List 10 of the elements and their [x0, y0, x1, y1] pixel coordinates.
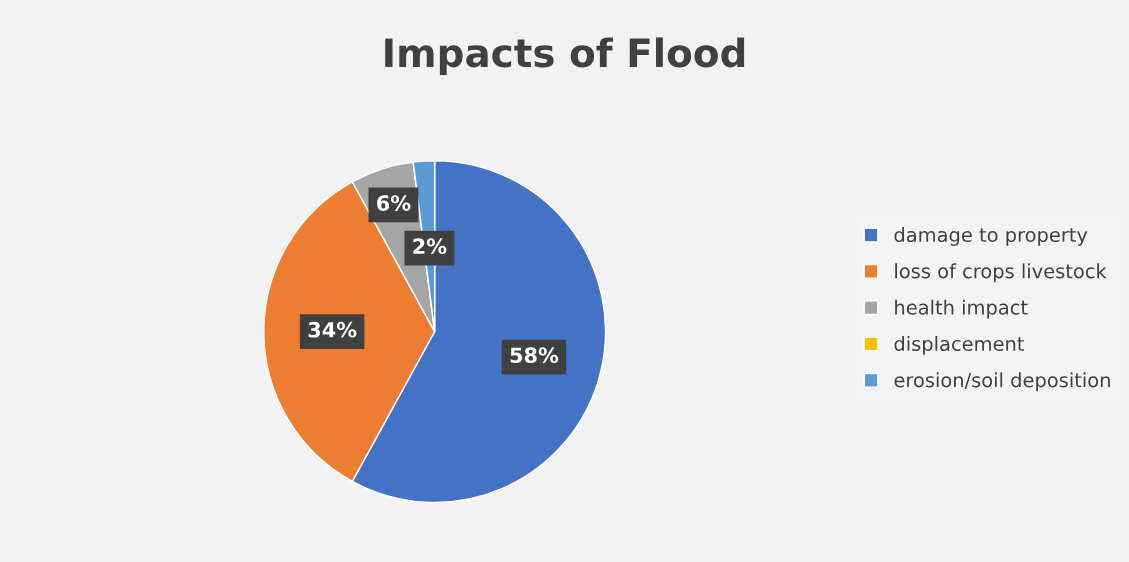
legend-label: loss of crops livestock [895, 263, 1107, 283]
data-label: 58% [510, 347, 559, 364]
data-label: 6% [377, 195, 411, 211]
data-label: 2% [413, 238, 447, 255]
chart-title: Impacts of Flood [385, 37, 745, 76]
legend-label: health impact [895, 299, 1028, 319]
legend-label: displacement [894, 336, 1024, 355]
legend-label: erosion/soil deposition [894, 372, 1110, 392]
data-label: 34% [308, 321, 357, 338]
legend-label: damage to property [894, 227, 1088, 246]
